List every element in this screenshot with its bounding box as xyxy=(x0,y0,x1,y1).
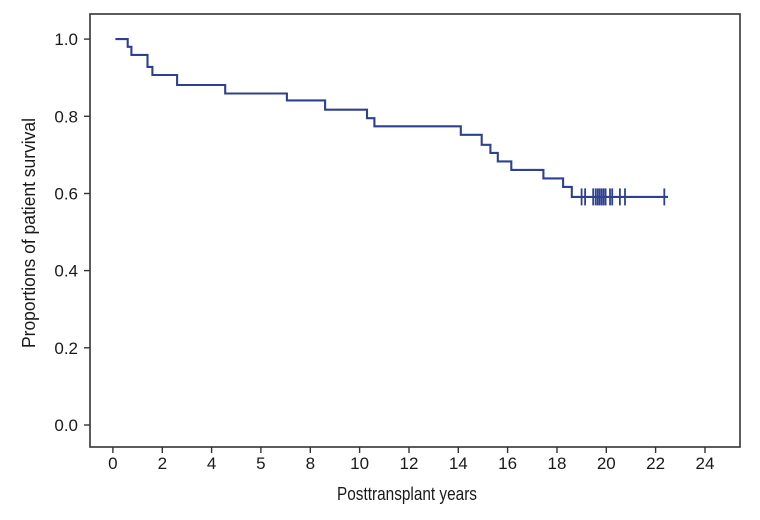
y-tick-label: 0.0 xyxy=(54,416,78,435)
y-axis-title: Proportions of patient survival xyxy=(18,118,39,348)
x-tick-label: 16 xyxy=(498,454,517,473)
plot-frame xyxy=(89,13,741,448)
x-tick-label: 8 xyxy=(306,454,315,473)
x-tick-label: 2 xyxy=(158,454,167,473)
x-tick-label: 22 xyxy=(646,454,665,473)
y-tick-label: 0.6 xyxy=(54,185,78,204)
x-tick-label: 5 xyxy=(256,454,265,473)
x-axis-title: Posttransplant years xyxy=(337,483,477,504)
x-tick-label: 0 xyxy=(108,454,117,473)
y-tick-label: 0.2 xyxy=(54,339,78,358)
x-tick-label: 4 xyxy=(207,454,216,473)
y-tick-label: 1.0 xyxy=(54,30,78,49)
y-tick-label: 0.4 xyxy=(54,262,78,281)
survival-curve xyxy=(115,38,668,206)
x-tick-label: 12 xyxy=(400,454,419,473)
x-tick-label: 24 xyxy=(696,454,715,473)
km-step-line xyxy=(115,38,668,198)
axes: 0 2 4 5 8 10 12 14 16 18 20 22 240.00.20.40.60.81.0 xyxy=(54,13,741,473)
x-tick-label: 18 xyxy=(548,454,567,473)
y-tick-label: 0.8 xyxy=(54,107,78,126)
x-tick-label: 14 xyxy=(449,454,468,473)
x-tick-label: 10 xyxy=(350,454,369,473)
x-tick-label: 20 xyxy=(597,454,616,473)
